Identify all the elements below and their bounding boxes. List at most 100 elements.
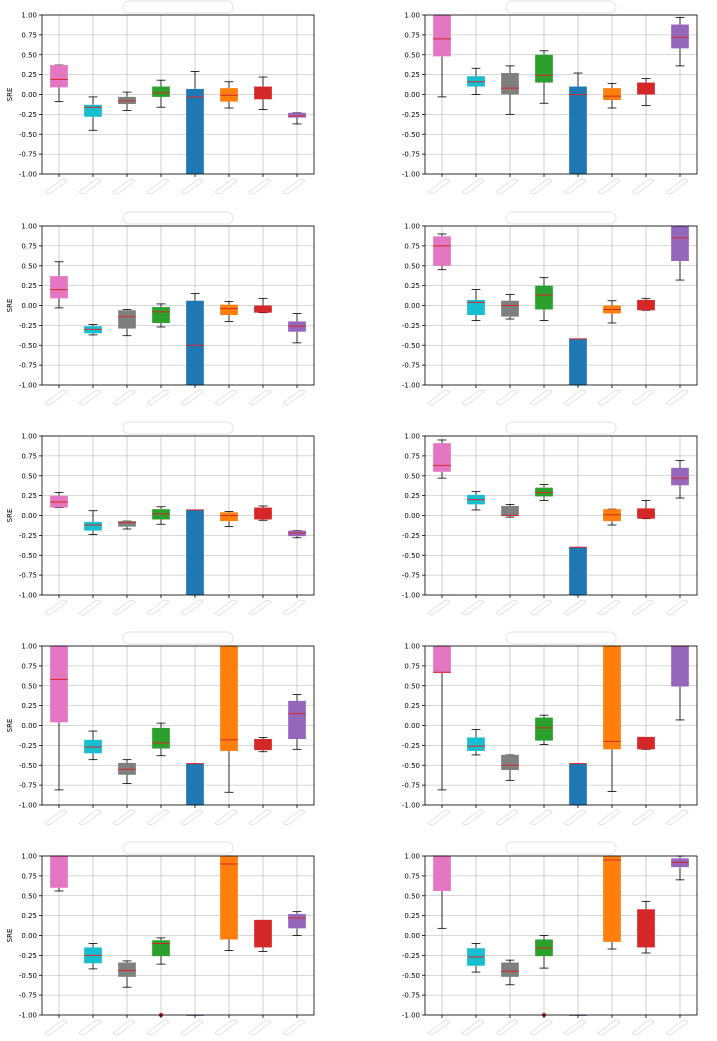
box-body xyxy=(535,54,553,83)
box-cyan xyxy=(84,96,102,131)
y-tick-label: -1.00 xyxy=(402,1012,420,1020)
box-pink xyxy=(433,439,451,479)
box-purple xyxy=(671,16,689,67)
box-body xyxy=(152,86,170,97)
obscured-x-tick-label xyxy=(427,389,451,406)
box-pink xyxy=(50,64,68,103)
obscured-x-tick-label xyxy=(248,809,272,826)
obscured-x-tick-label xyxy=(529,389,553,406)
obscured-x-tick-label xyxy=(631,178,655,195)
box-blue xyxy=(186,71,204,175)
obscured-x-tick-label xyxy=(563,178,587,195)
box-body xyxy=(671,467,689,486)
y-tick-label: 1.00 xyxy=(21,853,37,861)
box-body xyxy=(569,763,587,805)
y-tick-label: 0.00 xyxy=(404,932,420,940)
obscured-x-tick-label xyxy=(146,389,170,406)
y-tick-label: 0.50 xyxy=(404,51,420,59)
obscured-x-tick-label xyxy=(495,1019,519,1036)
y-tick-label: -0.50 xyxy=(19,131,37,139)
box-body xyxy=(433,15,451,57)
y-tick-label: 0.75 xyxy=(404,872,420,880)
obscured-x-tick-label xyxy=(461,389,485,406)
chart-panel-9: 1.00 0.75 0.50 0.25 0.00 -0.25 -0.50 -0.75 -1.00… xyxy=(6,841,315,1036)
y-tick-label: -0.75 xyxy=(402,992,420,1000)
box-gray xyxy=(118,91,136,111)
obscured-x-tick-label xyxy=(461,809,485,826)
box-red xyxy=(254,737,272,753)
box-body xyxy=(152,727,170,749)
box-body xyxy=(671,24,689,49)
box-blue xyxy=(569,72,587,175)
obscured-x-tick-label xyxy=(495,178,519,195)
obscured-x-tick-label xyxy=(597,599,621,616)
obscured-x-tick-label xyxy=(427,599,451,616)
box-purple xyxy=(671,460,689,499)
chart-panel-6: 1.00 0.75 0.50 0.25 0.00 -0.25 -0.50 -0.75 -1.00 xyxy=(402,421,698,616)
box-red xyxy=(637,900,655,954)
box-green xyxy=(152,722,170,757)
box-body xyxy=(50,276,68,299)
obscured-x-tick-label xyxy=(563,599,587,616)
y-tick-label: 1.00 xyxy=(404,853,420,861)
y-tick-label: -0.25 xyxy=(402,322,420,330)
obscured-title xyxy=(505,841,617,855)
y-tick-label: -0.75 xyxy=(19,782,37,790)
y-tick-label: -0.50 xyxy=(402,552,420,560)
y-tick-label: 0.00 xyxy=(404,91,420,99)
obscured-x-tick-label xyxy=(461,599,485,616)
box-red xyxy=(254,919,272,952)
box-red xyxy=(637,78,655,107)
obscured-title xyxy=(505,0,617,14)
box-cyan xyxy=(467,729,485,756)
box-body xyxy=(152,307,170,323)
box-body xyxy=(671,226,689,261)
obscured-title xyxy=(122,0,234,14)
box-body xyxy=(467,299,485,316)
obscured-x-tick-label xyxy=(495,809,519,826)
obscured-x-tick-label xyxy=(112,599,136,616)
box-pink xyxy=(50,261,68,309)
y-tick-label: 0.50 xyxy=(21,682,37,690)
obscured-x-tick-label xyxy=(282,178,306,195)
box-orange xyxy=(220,81,238,109)
obscured-x-tick-label xyxy=(529,178,553,195)
y-tick-label: 0.00 xyxy=(404,302,420,310)
box-orange xyxy=(603,855,621,950)
chart-panel-5: 1.00 0.75 0.50 0.25 0.00 -0.25 -0.50 -0.75 -1.00… xyxy=(6,421,315,616)
y-tick-label: -0.75 xyxy=(19,362,37,370)
box-purple xyxy=(288,313,306,344)
box-red xyxy=(637,297,655,311)
y-tick-label: -1.00 xyxy=(19,171,37,179)
box-body xyxy=(118,310,136,329)
chart-panel-4: 1.00 0.75 0.50 0.25 0.00 -0.25 -0.50 -0.75 -1.00 xyxy=(402,211,698,406)
obscured-x-tick-label xyxy=(44,1019,68,1036)
obscured-x-tick-label xyxy=(112,178,136,195)
y-axis-label: SRE xyxy=(6,88,14,102)
box-orange xyxy=(220,511,238,528)
box-blue xyxy=(186,763,204,806)
obscured-x-tick-label xyxy=(427,1019,451,1036)
obscured-x-tick-label xyxy=(563,809,587,826)
obscured-x-tick-label xyxy=(78,1019,102,1036)
obscured-title xyxy=(505,631,617,645)
chart-panel-2: 1.00 0.75 0.50 0.25 0.00 -0.25 -0.50 -0.75 -1.00 xyxy=(402,0,698,195)
y-tick-label: 0.25 xyxy=(404,912,420,920)
obscured-x-tick-label xyxy=(214,1019,238,1036)
obscured-x-tick-label xyxy=(112,389,136,406)
box-gray xyxy=(501,959,519,986)
box-body xyxy=(637,299,655,311)
box-body xyxy=(535,717,553,741)
box-cyan xyxy=(84,943,102,970)
obscured-x-tick-label xyxy=(665,389,689,406)
y-tick-label: -0.75 xyxy=(19,992,37,1000)
obscured-x-tick-label xyxy=(78,389,102,406)
box-body xyxy=(50,856,68,888)
box-body xyxy=(637,909,655,948)
y-tick-label: 1.00 xyxy=(21,643,37,651)
obscured-x-tick-label xyxy=(146,1019,170,1036)
box-cyan xyxy=(84,730,102,761)
y-tick-label: -0.75 xyxy=(402,782,420,790)
obscured-title xyxy=(122,841,234,855)
box-body xyxy=(501,754,519,771)
